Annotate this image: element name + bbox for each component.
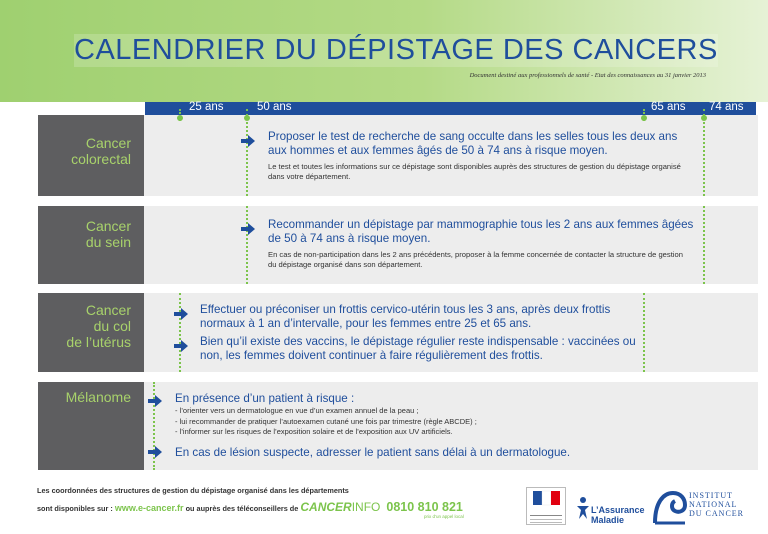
phone-note: prix d’un appel local — [424, 514, 464, 519]
timeline-74-sein — [703, 206, 705, 284]
inca-logo: INSTITUT NATIONAL DU CANCER — [651, 487, 761, 529]
inca-line3: DU CANCER — [689, 509, 745, 519]
colorectal-main-text: Proposer le test de recherche de sang oc… — [268, 130, 678, 157]
label-uterus: Cancer du col de l’utérus — [38, 293, 144, 372]
dot-65 — [641, 115, 647, 121]
age-label-65: 65 ans — [651, 101, 686, 113]
footer-mid: ou auprès des téléconseillers de — [185, 504, 299, 513]
cancer-info-logo-info: INFO — [351, 500, 381, 514]
ages-bar — [145, 102, 756, 115]
republique-logo — [526, 487, 566, 525]
label-colorectal-line2: colorectal — [71, 151, 131, 168]
timeline-melanome — [153, 382, 155, 470]
colorectal-sub-text: Le test et toutes les informations sur c… — [268, 162, 681, 182]
label-sein-line2: du sein — [85, 234, 131, 251]
label-colorectal-line1: Cancer — [85, 135, 131, 151]
footer-line-1: Les coordonnées des structures de gestio… — [37, 486, 349, 495]
label-sein-line1: Cancer — [85, 218, 131, 234]
website-link[interactable]: www.e-cancer.fr — [114, 503, 184, 513]
arrow-right-icon — [148, 446, 162, 458]
arrow-right-icon — [174, 340, 188, 352]
header-banner — [0, 0, 768, 102]
sein-main-text: Recommander un dépistage par mammographi… — [268, 218, 694, 245]
label-uterus-line2: du col — [93, 318, 131, 335]
inca-line2: NATIONAL — [689, 500, 738, 510]
dot-50 — [244, 115, 250, 121]
label-colorectal: Cancer colorectal — [38, 115, 144, 196]
inca-line1: INSTITUT — [689, 491, 733, 500]
arrow-right-icon — [241, 135, 255, 147]
timeline-50-colorectal — [246, 109, 248, 196]
content-uterus — [144, 293, 758, 372]
cancer-info-logo-cancer: CANCER — [300, 500, 352, 514]
melanome-bullet: - lui recommander de pratiquer l’autoexa… — [175, 416, 477, 426]
page-title: CALENDRIER DU DÉPISTAGE DES CANCERS — [74, 34, 718, 67]
footer-prefix: sont disponibles sur : — [37, 504, 113, 513]
label-melanome: Mélanome — [38, 382, 144, 470]
page-subtitle: Document destiné aux professionnels de s… — [469, 72, 706, 79]
uterus-main-text-2: Bien qu’il existe des vaccins, le dépist… — [200, 335, 636, 362]
label-uterus-line3: de l’utérus — [66, 334, 131, 351]
arrow-right-icon — [174, 308, 188, 320]
label-sein: Cancer du sein — [38, 206, 144, 284]
age-label-50: 50 ans — [257, 101, 292, 113]
melanome-bullet: - l’orienter vers un dermatologue en vue… — [175, 406, 419, 415]
assurance-maladie-logo: L’Assurance Maladie — [576, 494, 645, 528]
melanome-main-text-2: En cas de lésion suspecte, adresser le p… — [175, 446, 571, 459]
marianne-icon — [533, 490, 560, 506]
arrow-right-icon — [148, 395, 162, 407]
age-label-74: 74 ans — [709, 101, 744, 113]
label-uterus-line1: Cancer — [85, 302, 131, 318]
label-melanome-text: Mélanome — [65, 389, 131, 405]
age-label-25: 25 ans — [189, 101, 224, 113]
inca-emblem-icon — [653, 490, 688, 525]
timeline-65-uterus — [643, 293, 645, 372]
melanome-bullet-list: - l’orienter vers un dermatologue en vue… — [175, 406, 695, 438]
content-melanome — [144, 382, 758, 470]
phone-number[interactable]: 0810 810 821 — [386, 500, 463, 514]
arrow-right-icon — [241, 223, 255, 235]
timeline-74-colorectal — [703, 109, 705, 196]
footer-line-2: sont disponibles sur : www.e-cancer.fr o… — [37, 500, 463, 514]
dot-74 — [701, 115, 707, 121]
dot-25 — [177, 115, 183, 121]
timeline-50-sein — [246, 206, 248, 284]
assurance-line2: Maladie — [591, 515, 625, 525]
timeline-25-uterus — [179, 293, 181, 372]
assurance-line1: L’Assurance — [591, 505, 645, 515]
sein-sub-text: En cas de non-participation dans les 2 a… — [268, 250, 683, 270]
figure-icon — [577, 497, 589, 519]
melanome-bullet: - l’informer sur les risques de l’exposi… — [175, 427, 453, 436]
uterus-main-text-1: Effectuer ou préconiser un frottis cervi… — [200, 303, 611, 330]
melanome-main-text-1: En présence d’un patient à risque : — [175, 392, 355, 405]
